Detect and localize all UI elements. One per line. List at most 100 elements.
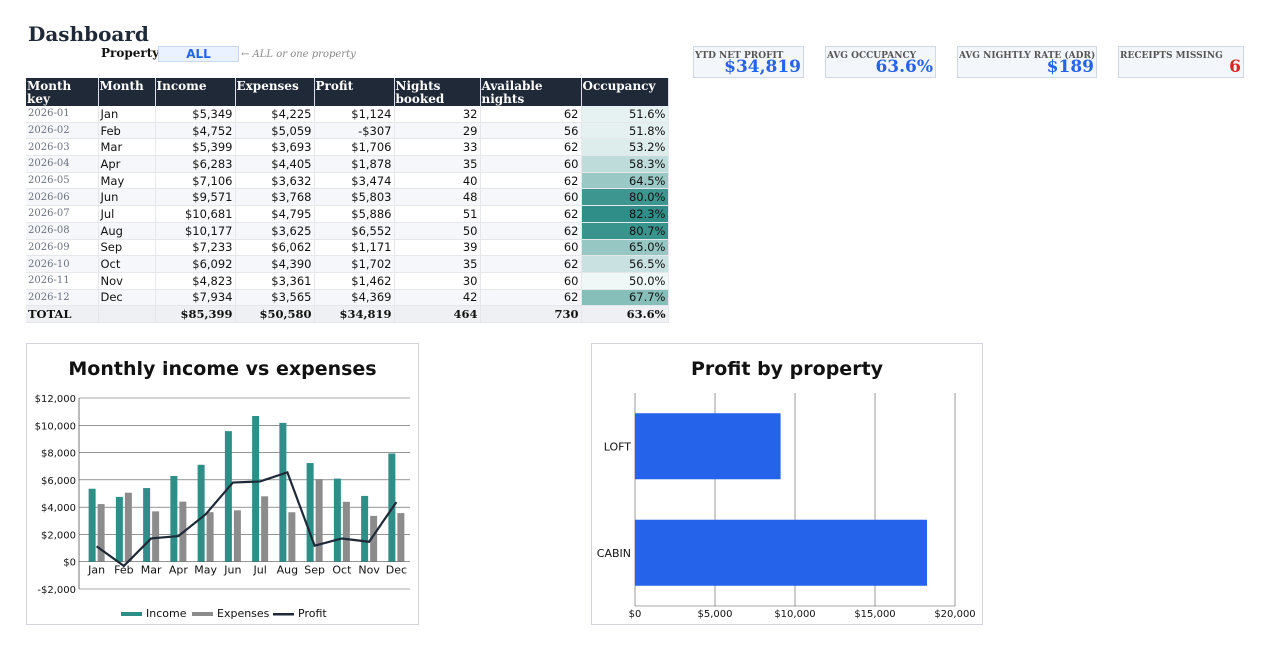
month-cell[interactable]: Jun — [98, 188, 156, 207]
available-nights-cell[interactable]: 62 — [480, 222, 582, 240]
nights-booked-cell[interactable]: 48 — [394, 188, 481, 207]
month-key-cell[interactable]: 2026-12 — [26, 289, 99, 307]
occupancy-cell[interactable]: 51.6% — [581, 106, 669, 123]
month-key-cell[interactable]: 2026-02 — [26, 122, 99, 140]
profit-cell[interactable]: $1,462 — [314, 272, 395, 290]
month-key-cell[interactable]: 2026-03 — [26, 138, 99, 157]
occupancy-cell[interactable]: 80.0% — [581, 188, 669, 207]
month-cell[interactable]: Jul — [98, 205, 156, 223]
month-cell[interactable]: Mar — [98, 138, 156, 157]
occupancy-cell[interactable]: 82.3% — [581, 205, 669, 223]
nights-booked-total[interactable]: 464 — [394, 305, 481, 323]
expenses-cell[interactable]: $3,625 — [235, 222, 315, 240]
nights-booked-cell[interactable]: 29 — [394, 122, 481, 140]
nights-booked-cell[interactable]: 39 — [394, 239, 481, 257]
available-nights-cell[interactable]: 62 — [480, 172, 582, 190]
month-cell[interactable]: Aug — [98, 222, 156, 240]
expenses-cell[interactable]: $4,390 — [235, 255, 315, 273]
income-cell[interactable]: $10,177 — [155, 222, 236, 240]
profit-cell[interactable]: $1,878 — [314, 155, 395, 173]
month-key-cell[interactable]: 2026-01 — [26, 106, 99, 123]
nights-booked-cell[interactable]: 35 — [394, 255, 481, 273]
profit-cell[interactable]: $1,124 — [314, 106, 395, 123]
available-nights-cell[interactable]: 56 — [480, 122, 582, 140]
nights-booked-cell[interactable]: 30 — [394, 272, 481, 290]
profit-total[interactable]: $34,819 — [314, 305, 395, 323]
income-cell[interactable]: $5,349 — [155, 106, 236, 123]
available-nights-cell[interactable]: 62 — [480, 106, 582, 123]
month-cell[interactable]: Feb — [98, 122, 156, 140]
total-label[interactable]: TOTAL — [26, 305, 99, 323]
expenses-cell[interactable]: $5,059 — [235, 122, 315, 140]
col-income[interactable]: Income — [155, 78, 236, 106]
month-cell[interactable]: Sep — [98, 239, 156, 257]
expenses-total[interactable]: $50,580 — [235, 305, 315, 323]
income-cell[interactable]: $6,092 — [155, 255, 236, 273]
expenses-cell[interactable]: $3,361 — [235, 272, 315, 290]
col-profit[interactable]: Profit — [314, 78, 395, 106]
income-cell[interactable]: $4,752 — [155, 122, 236, 140]
profit-cell[interactable]: $3,474 — [314, 172, 395, 190]
income-cell[interactable]: $10,681 — [155, 205, 236, 223]
occupancy-cell[interactable]: 50.0% — [581, 272, 669, 290]
profit-cell[interactable]: $5,803 — [314, 188, 395, 207]
income-cell[interactable]: $9,571 — [155, 188, 236, 207]
month-cell[interactable]: Nov — [98, 272, 156, 290]
col-nights-booked[interactable]: Nights booked — [394, 78, 481, 106]
month-cell[interactable]: Apr — [98, 155, 156, 173]
profit-cell[interactable]: $1,702 — [314, 255, 395, 273]
occupancy-total[interactable]: 63.6% — [581, 305, 669, 323]
expenses-cell[interactable]: $3,768 — [235, 188, 315, 207]
month-key-cell[interactable]: 2026-10 — [26, 255, 99, 273]
available-nights-cell[interactable]: 62 — [480, 138, 582, 157]
income-total[interactable]: $85,399 — [155, 305, 236, 323]
nights-booked-cell[interactable]: 42 — [394, 289, 481, 307]
occupancy-cell[interactable]: 56.5% — [581, 255, 669, 273]
occupancy-cell[interactable]: 58.3% — [581, 155, 669, 173]
col-occupancy[interactable]: Occupancy — [581, 78, 669, 106]
available-nights-cell[interactable]: 60 — [480, 239, 582, 257]
month-key-cell[interactable]: 2026-08 — [26, 222, 99, 240]
profit-cell[interactable]: $6,552 — [314, 222, 395, 240]
profit-cell[interactable]: $5,886 — [314, 205, 395, 223]
month-key-cell[interactable]: 2026-06 — [26, 188, 99, 207]
month-key-cell[interactable]: 2026-04 — [26, 155, 99, 173]
occupancy-cell[interactable]: 64.5% — [581, 172, 669, 190]
col-available-nights[interactable]: Available nights — [480, 78, 582, 106]
property-input[interactable]: ALL — [158, 46, 239, 62]
occupancy-cell[interactable]: 67.7% — [581, 289, 669, 307]
occupancy-cell[interactable]: 51.8% — [581, 122, 669, 140]
expenses-cell[interactable]: $4,225 — [235, 106, 315, 123]
income-cell[interactable]: $6,283 — [155, 155, 236, 173]
expenses-cell[interactable]: $4,405 — [235, 155, 315, 173]
col-month-key[interactable]: Month key — [26, 78, 99, 106]
month-key-cell[interactable]: 2026-09 — [26, 239, 99, 257]
expenses-cell[interactable]: $6,062 — [235, 239, 315, 257]
available-nights-cell[interactable]: 60 — [480, 272, 582, 290]
month-total[interactable] — [98, 305, 156, 323]
available-nights-cell[interactable]: 62 — [480, 289, 582, 307]
available-nights-cell[interactable]: 60 — [480, 188, 582, 207]
available-nights-total[interactable]: 730 — [480, 305, 582, 323]
nights-booked-cell[interactable]: 50 — [394, 222, 481, 240]
col-expenses[interactable]: Expenses — [235, 78, 315, 106]
month-cell[interactable]: May — [98, 172, 156, 190]
month-key-cell[interactable]: 2026-11 — [26, 272, 99, 290]
available-nights-cell[interactable]: 62 — [480, 205, 582, 223]
nights-booked-cell[interactable]: 35 — [394, 155, 481, 173]
income-cell[interactable]: $5,399 — [155, 138, 236, 157]
profit-cell[interactable]: $1,171 — [314, 239, 395, 257]
month-cell[interactable]: Dec — [98, 289, 156, 307]
income-cell[interactable]: $7,233 — [155, 239, 236, 257]
month-key-cell[interactable]: 2026-05 — [26, 172, 99, 190]
profit-cell[interactable]: -$307 — [314, 122, 395, 140]
month-cell[interactable]: Jan — [98, 106, 156, 123]
expenses-cell[interactable]: $3,565 — [235, 289, 315, 307]
profit-cell[interactable]: $1,706 — [314, 138, 395, 157]
expenses-cell[interactable]: $3,693 — [235, 138, 315, 157]
available-nights-cell[interactable]: 60 — [480, 155, 582, 173]
nights-booked-cell[interactable]: 32 — [394, 106, 481, 123]
occupancy-cell[interactable]: 80.7% — [581, 222, 669, 240]
available-nights-cell[interactable]: 62 — [480, 255, 582, 273]
income-cell[interactable]: $7,106 — [155, 172, 236, 190]
